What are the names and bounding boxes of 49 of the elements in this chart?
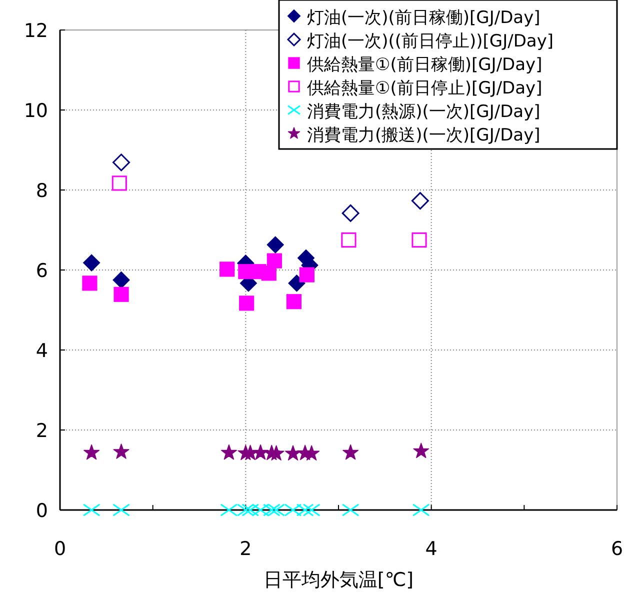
point — [220, 262, 235, 277]
point — [299, 267, 314, 282]
y-tick-label: 8 — [36, 180, 48, 202]
point — [242, 504, 260, 516]
point — [220, 444, 237, 460]
point — [112, 154, 130, 172]
point — [82, 504, 100, 516]
legend-label: 消費電力(熱源)(一次)[GJ/Day] — [307, 102, 540, 122]
point — [411, 192, 429, 210]
point — [286, 294, 302, 310]
y-tick-label: 0 — [36, 500, 48, 522]
x-axis-title: 日平均外気温[℃] — [263, 569, 414, 591]
point — [84, 444, 100, 460]
point — [266, 236, 284, 254]
point — [82, 276, 98, 291]
point — [252, 444, 269, 460]
point — [83, 254, 100, 272]
x-tick-label: 2 — [240, 538, 252, 560]
y-tick-label: 12 — [24, 20, 48, 42]
legend-label: 供給熱量①(前日停止)[GJ/Day] — [307, 78, 542, 98]
point — [266, 253, 282, 268]
point — [114, 286, 129, 302]
legend-label: 供給熱量①(前日稼働)[GJ/Day] — [307, 55, 542, 75]
point — [412, 504, 430, 516]
point — [342, 444, 359, 460]
x-tick-label: 6 — [610, 538, 624, 560]
point — [296, 504, 314, 516]
point — [113, 444, 130, 459]
point — [342, 504, 360, 516]
legend-label: 灯油(一次)((前日停止))[GJ/Day] — [307, 32, 554, 52]
y-tick-label: 2 — [36, 420, 48, 442]
point — [112, 272, 130, 288]
y-tick-label: 6 — [36, 260, 48, 282]
legend-label: 消費電力(搬送)(一次)[GJ/Day] — [307, 126, 540, 146]
point — [412, 232, 427, 248]
point — [112, 176, 127, 191]
point — [288, 274, 306, 292]
point — [239, 296, 254, 311]
point — [342, 204, 360, 222]
point — [341, 232, 356, 248]
point — [413, 442, 430, 458]
legend-label: 灯油(一次)(前日稼働)[GJ/Day] — [307, 8, 540, 28]
y-tick-label: 4 — [36, 340, 48, 362]
y-tick-label: 10 — [24, 100, 48, 122]
point — [285, 445, 302, 460]
x-tick-label: 0 — [54, 538, 66, 560]
x-tick-label: 4 — [425, 538, 438, 560]
point — [112, 504, 130, 516]
point — [262, 504, 280, 516]
